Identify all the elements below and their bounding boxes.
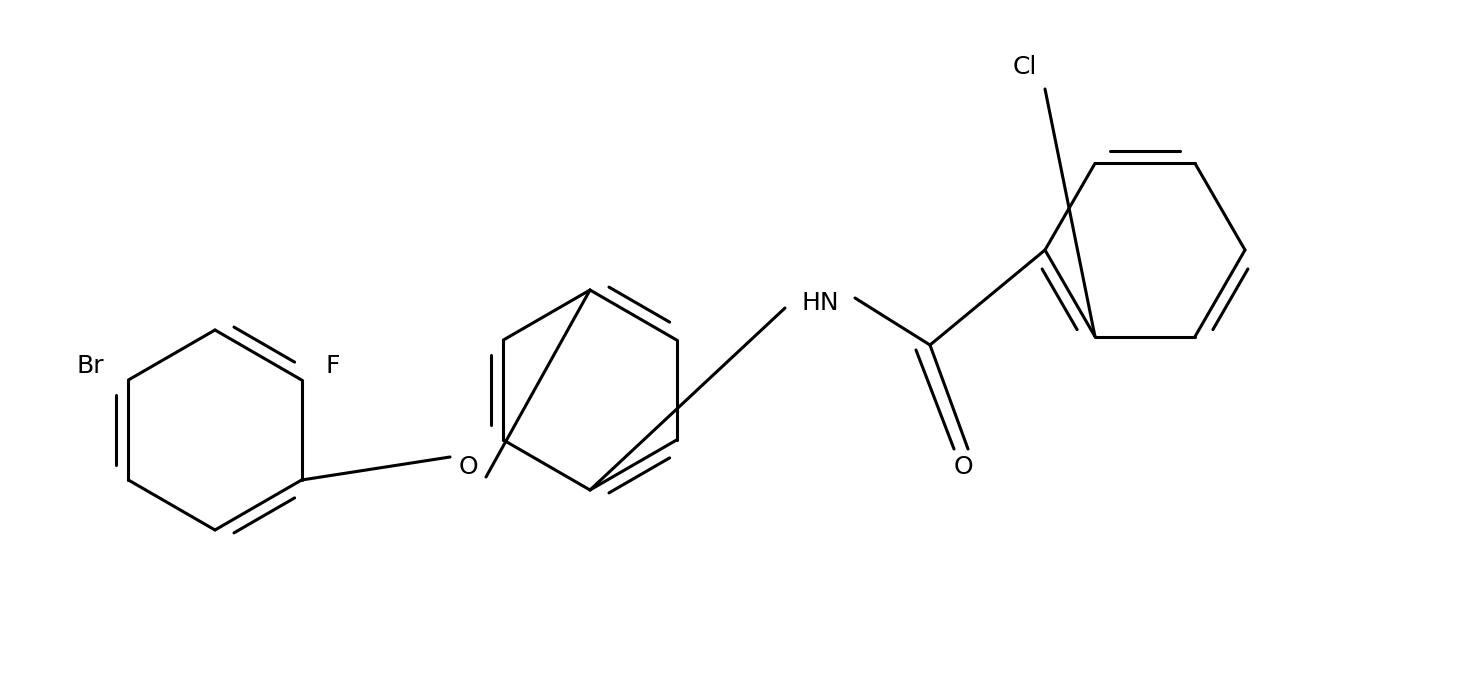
Text: HN: HN <box>802 291 840 315</box>
Text: O: O <box>458 455 477 479</box>
Text: Br: Br <box>76 354 104 378</box>
Text: F: F <box>326 354 340 378</box>
Text: Cl: Cl <box>1013 55 1037 79</box>
Text: O: O <box>953 455 972 479</box>
